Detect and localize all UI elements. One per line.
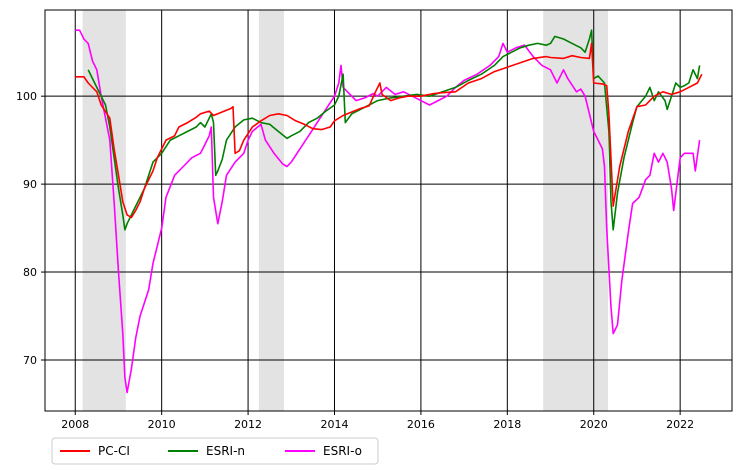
series-lines-group: [75, 29, 703, 394]
legend-label-esri-n: ESRI-n: [206, 444, 245, 458]
plot-frame: [44, 9, 733, 412]
recession-shade-2: [258, 10, 284, 411]
y-tick-label: 80: [23, 266, 37, 279]
legend-label-pc-ci: PC-CI: [98, 444, 130, 458]
series-line-pc-ci: [75, 42, 703, 219]
x-tick-label: 2008: [61, 418, 89, 431]
recession-shade-1: [82, 10, 126, 411]
legend-box: [51, 437, 379, 465]
y-tick-label: 70: [23, 354, 37, 367]
x-tick-label: 2018: [493, 418, 521, 431]
x-tick-label: 2022: [666, 418, 694, 431]
grid-lines-group: [45, 10, 732, 411]
tick-group: 2008 2010 2012 2014 2016 2018 2020 2022 70 80 90 10…: [16, 90, 694, 431]
legend: PC-CI ESRI-n ESRI-o: [51, 437, 379, 465]
x-tick-label: 2016: [407, 418, 435, 431]
x-tick-label: 2020: [580, 418, 608, 431]
y-tick-label: 100: [16, 90, 37, 103]
x-tick-label: 2014: [320, 418, 348, 431]
x-tick-label: 2010: [148, 418, 176, 431]
x-tick-label: 2012: [234, 418, 262, 431]
y-tick-label: 90: [23, 178, 37, 191]
recession-shade-3: [543, 10, 608, 411]
legend-label-esri-o: ESRI-o: [323, 444, 362, 458]
